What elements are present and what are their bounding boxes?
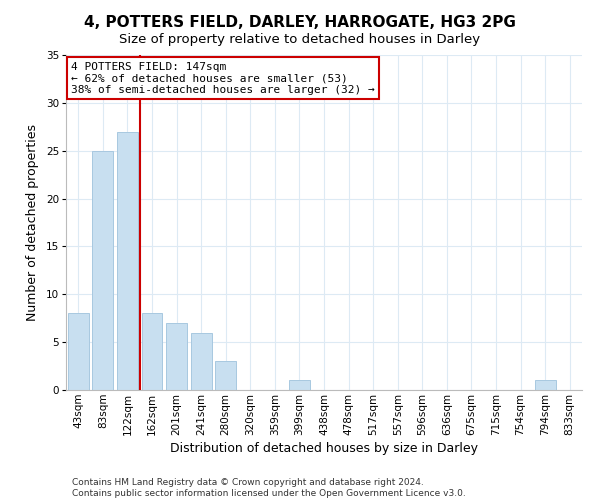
Text: Contains HM Land Registry data © Crown copyright and database right 2024.
Contai: Contains HM Land Registry data © Crown c… bbox=[72, 478, 466, 498]
Bar bbox=[289, 380, 310, 390]
Bar bbox=[166, 323, 187, 390]
Bar bbox=[142, 314, 163, 390]
Text: 4 POTTERS FIELD: 147sqm
← 62% of detached houses are smaller (53)
38% of semi-de: 4 POTTERS FIELD: 147sqm ← 62% of detache… bbox=[71, 62, 375, 95]
Text: 4, POTTERS FIELD, DARLEY, HARROGATE, HG3 2PG: 4, POTTERS FIELD, DARLEY, HARROGATE, HG3… bbox=[84, 15, 516, 30]
Text: Size of property relative to detached houses in Darley: Size of property relative to detached ho… bbox=[119, 32, 481, 46]
Y-axis label: Number of detached properties: Number of detached properties bbox=[26, 124, 39, 321]
X-axis label: Distribution of detached houses by size in Darley: Distribution of detached houses by size … bbox=[170, 442, 478, 455]
Bar bbox=[191, 332, 212, 390]
Bar bbox=[535, 380, 556, 390]
Bar bbox=[117, 132, 138, 390]
Bar bbox=[92, 150, 113, 390]
Bar bbox=[68, 314, 89, 390]
Bar bbox=[215, 362, 236, 390]
